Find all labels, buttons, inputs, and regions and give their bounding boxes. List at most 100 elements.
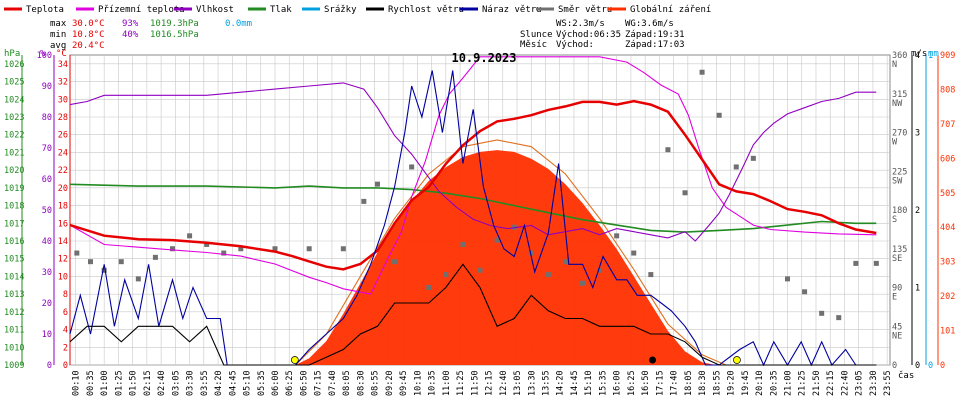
pressure-tick-label: 1022 [4,131,24,141]
moon-rise: Východ: [556,40,594,50]
x-tick-label: 06:25 [285,370,295,396]
x-tick-label: 22:40 [840,370,850,396]
wind-direction-point [426,285,432,290]
temperature-tick-label: 18 [58,202,68,212]
wind-direction-point [170,246,175,252]
wind-direction-point [101,267,107,273]
wind-direction-point [819,310,825,316]
wind-direction-point [375,181,380,187]
temperature-tick-label: 28 [58,113,68,123]
x-tick-label: 21:25 [798,370,808,396]
wind-direction-point [716,112,722,118]
pressure-tick-label: 1013 [4,290,24,300]
x-axis-ticks: 00:10 00:35 01:00 01:25 01:50 02:15 02:40 03:05… [72,370,893,396]
x-tick-label: 14:45 [570,370,580,396]
stat-avg-label: avg [50,41,66,51]
x-tick-label: 04:45 [228,370,238,396]
sun-label: Slunce [520,30,553,40]
pressure-unit: hPa [4,49,20,59]
wind-direction-point [152,254,158,260]
wind-direction-point [648,272,654,278]
direction-tick-label: 0 [892,361,897,371]
temperature-tick-label: 2 [63,343,68,353]
x-tick-label: 01:00 [100,370,110,396]
rain-tick-label: 0 [928,361,933,371]
wind-direction-point [785,276,790,282]
x-tick-label: 09:45 [399,370,409,396]
humidity-tick-label: 90 [42,82,52,92]
wind-direction-point [118,259,124,265]
temperature-tick-label: 12 [58,255,68,265]
x-tick-label: 13:05 [513,370,523,396]
x-tick-label: 05:35 [257,370,267,396]
x-tick-label: 21:50 [812,370,822,396]
wind-direction-point [204,241,210,247]
direction-tick-label: W [892,138,898,148]
radiation-tick-label: 606 [940,154,955,164]
x-tick-label: 16:00 [613,370,623,396]
temperature-unit: °C [56,49,67,59]
temperature-tick-label: 32 [58,78,68,88]
series-line-vlhkost [69,82,877,242]
series-line-rychlost-v-tru [69,263,877,366]
x-tick-label: 15:10 [584,370,594,396]
wind-direction-point [528,250,534,256]
stat-min-label: min [50,30,66,40]
legend-label: Tlak [270,5,292,15]
x-tick-label: 01:25 [114,370,124,396]
left-axes: 1026102510241023102210211020101910181017… [4,51,71,371]
radiation-tick-label: 505 [940,189,955,199]
radiation-tick-label: 0 [940,361,945,371]
x-tick-label: 06:00 [271,370,281,396]
pressure-tick-label: 1018 [4,202,24,212]
wind-direction-point [221,250,227,256]
pressure-tick-label: 1023 [4,113,24,123]
wind-direction-point [306,246,312,252]
temperature-tick-label: 34 [58,60,68,70]
x-tick-label: 10:10 [413,370,423,396]
global-radiation-area [295,150,716,365]
radiation-tick-label: 202 [940,292,955,302]
wind-direction-point [733,164,739,170]
direction-tick-label: E [892,293,897,303]
legend-label: Náraz větru [482,5,542,15]
direction-tick-label: 90 [892,284,902,294]
wind-direction-point [562,259,568,265]
x-tick-label: 17:15 [655,370,665,396]
x-tick-label: 13:30 [527,370,537,396]
wind-unit: m/s [911,49,927,59]
wind-tick-label: 1 [915,284,920,294]
wind-tick-label: 3 [915,129,920,139]
moon-marker [649,356,657,364]
x-tick-label: 18:55 [712,370,722,396]
pressure-tick-label: 1015 [4,255,24,265]
temperature-tick-label: 22 [58,166,68,176]
temperature-tick-label: 4 [63,326,68,336]
x-tick-label: 23:05 [855,370,865,396]
temperature-tick-label: 0 [63,361,68,371]
stat-min-hum: 40% [122,30,139,40]
temperature-tick-label: 10 [58,272,68,282]
x-tick-label: 02:40 [157,370,167,396]
stat-avg-temp: 20.4°C [72,41,105,51]
wind-gust-info: WG:3.6m/s [625,19,674,29]
wind-tick-label: 4 [915,51,920,61]
legend-label: Rychlost větru [388,5,464,15]
humidity-tick-label: 30 [42,268,52,278]
temperature-tick-label: 16 [58,219,68,229]
humidity-tick-label: 10 [42,330,52,340]
legend-label: Srážky [324,5,357,15]
x-tick-label: 20:35 [769,370,779,396]
direction-tick-label: SE [892,254,902,264]
wind-direction-point [187,233,193,239]
wind-direction-point [443,272,449,278]
wind-direction-point [682,190,688,196]
x-tick-label: 23:55 [883,370,893,396]
moon-label: Měsíc [520,40,547,50]
sun-set: Západ:19:31 [625,30,685,40]
stat-max-rain: 0.0mm [225,19,252,29]
wind-direction-point [272,246,278,252]
x-tick-label: 12:40 [499,370,509,396]
temperature-tick-label: 24 [58,148,68,158]
direction-tick-label: 45 [892,322,902,332]
